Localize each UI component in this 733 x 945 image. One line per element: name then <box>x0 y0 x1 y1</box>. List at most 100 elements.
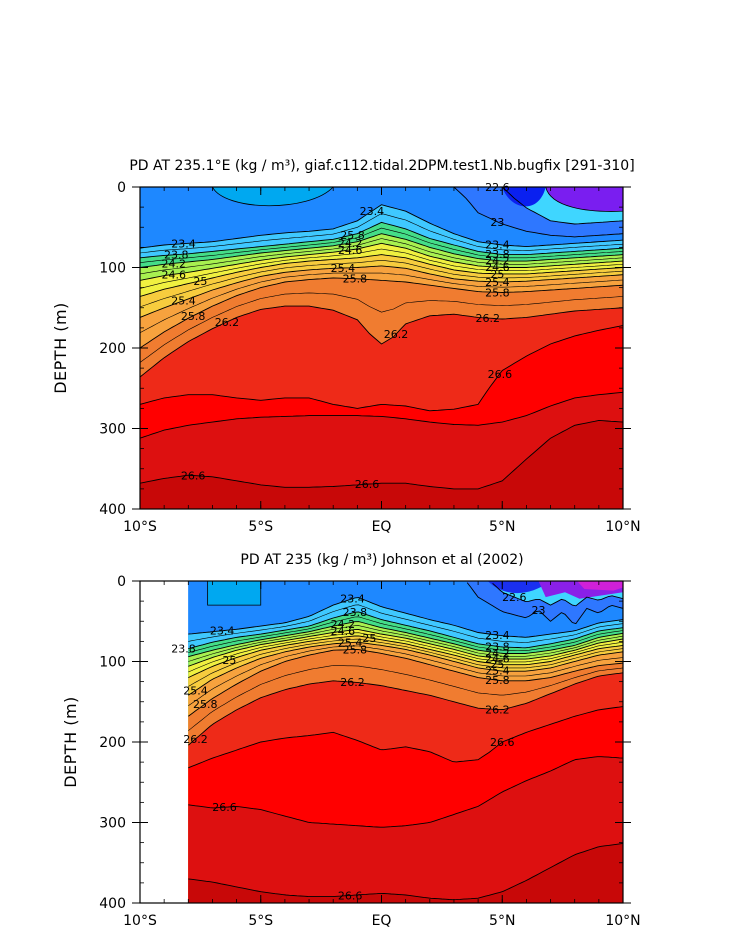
bot-contour-minor-2 <box>188 604 623 643</box>
top-x-tick-label: 10°S <box>123 519 157 535</box>
bot-contour-label: 23.8 <box>343 606 368 619</box>
bot-contour-line-26-2 <box>188 672 623 746</box>
top-y-tick-label: 0 <box>117 180 126 196</box>
bot-contour-minor-6 <box>188 638 623 687</box>
top-contour-label: 23.4 <box>360 205 385 218</box>
top-contour-label: 25.8 <box>343 273 368 286</box>
bottom-y-axis-label: DEPTH (m) <box>61 696 80 788</box>
bot-contour-minor-5 <box>188 632 623 673</box>
top-contour-line-26-2 <box>140 305 623 378</box>
bot-contour-label: 24.2 <box>331 618 356 631</box>
top-contour-lines <box>140 187 623 490</box>
top-contour-label: 25.4 <box>485 276 510 289</box>
top-contour-label: 24.2 <box>485 255 510 268</box>
bottom-contour-labels: 23.423.82525.425.826.226.623.423.824.224… <box>171 591 545 902</box>
top-contour-label: 26.2 <box>476 312 501 325</box>
top-contour-line-27 <box>140 391 623 439</box>
bottom-contour-lines <box>188 582 623 901</box>
top-contour-label: 26.2 <box>215 316 240 329</box>
top-y-tick-label: 300 <box>99 422 126 438</box>
bot-contour-label: 25 <box>490 658 504 671</box>
top-contour-label: 25.8 <box>340 229 365 242</box>
top-plot-area <box>140 187 623 509</box>
bot-contour-line-27 <box>188 756 623 828</box>
top-title: PD AT 235.1°E (kg / m³), giaf.c112.tidal… <box>129 158 634 174</box>
bot-contour-label: 25.4 <box>338 637 363 650</box>
bot-fill-band-27-4 <box>188 843 623 903</box>
top-contour-label: 23.8 <box>164 249 189 262</box>
bot-contour-line-23 <box>466 582 623 625</box>
top-contour-line-22-6 <box>501 187 623 225</box>
top-contour-minor-2 <box>140 213 623 254</box>
top-contour-label: 23.4 <box>485 238 510 251</box>
top-surface-deepblue <box>502 187 546 207</box>
bot-contour-minor-4 <box>188 625 623 662</box>
bot-contour-line-24-2 <box>188 621 623 658</box>
bot-y-tick-label: 100 <box>99 655 126 671</box>
bot-y-tick-label: 0 <box>117 574 126 590</box>
top-contour-line-24-2 <box>140 233 623 268</box>
top-contour-line-25 <box>140 254 623 297</box>
bot-contour-line-23-4 <box>188 597 623 638</box>
bot-contour-line-25 <box>188 635 623 679</box>
bottom-surface-deepblue <box>487 581 551 594</box>
bot-contour-label: 22.6 <box>502 591 527 604</box>
bot-contour-line-27-4 <box>188 842 623 901</box>
top-contour-label: 24.2 <box>338 237 363 250</box>
top-contour-minor-4 <box>140 238 623 275</box>
bot-contour-minor-8 <box>188 665 623 731</box>
bottom-filled-contours <box>188 581 623 903</box>
bottom-axes: 10°S 5°S EQ 5°N 10°N 0 100 200 300 400 <box>99 574 640 929</box>
bot-contour-label: 25.8 <box>343 644 368 657</box>
bot-y-tick-label: 300 <box>99 816 126 832</box>
bot-contour-label: 25.4 <box>183 684 208 697</box>
bottom-plot-area <box>188 581 623 903</box>
top-contour-label: 25 <box>490 268 504 281</box>
top-contour-minor-6 <box>140 259 623 308</box>
bot-contour-label: 23.4 <box>485 629 510 642</box>
top-surface-pool <box>212 187 334 207</box>
top-fill-band-27-4 <box>140 420 623 509</box>
bot-contour-line-25-4 <box>188 641 623 696</box>
top-contour-label: 25.8 <box>485 286 510 299</box>
bot-contour-line-24-6 <box>188 629 623 667</box>
top-x-tick-label: 5°N <box>489 519 515 535</box>
top-contour-label: 23 <box>490 216 504 229</box>
bot-contour-label: 26.6 <box>490 736 515 749</box>
bottom-surface-magenta <box>577 581 623 591</box>
bot-fill-band-27 <box>188 756 623 903</box>
bot-contour-label: 23.8 <box>485 640 510 653</box>
bot-contour-line-22-6 <box>492 582 623 607</box>
bot-contour-label: 26.6 <box>338 889 363 902</box>
top-x-tick-label: EQ <box>372 519 392 535</box>
bot-contour-label: 23.4 <box>210 625 235 638</box>
bot-contour-label: 25 <box>362 632 376 645</box>
top-contour-minor-8 <box>140 292 623 363</box>
top-contour-label: 24.6 <box>485 261 510 274</box>
bottom-panel: PD AT 235 (kg / m³) Johnson et al (2002)… <box>61 552 641 929</box>
bot-contour-label: 23.8 <box>171 643 196 656</box>
top-axes: 10°S 5°S EQ 5°N 10°N 0 100 200 300 400 <box>99 180 640 535</box>
bot-contour-label: 25.8 <box>485 674 510 687</box>
top-contour-minor-7 <box>140 272 623 333</box>
top-contour-label: 25.4 <box>171 295 196 308</box>
top-contour-minor-5 <box>140 248 623 289</box>
top-y-axis-label: DEPTH (m) <box>51 302 70 394</box>
top-fill-band-27 <box>140 392 623 509</box>
top-contour-label: 23.4 <box>171 238 196 251</box>
bot-x-tick-label: 5°N <box>489 913 515 929</box>
top-x-tick-label: 10°N <box>605 519 640 535</box>
top-contour-label: 24.6 <box>162 268 187 281</box>
top-y-tick-label: 100 <box>99 261 126 277</box>
bot-contour-label: 26.6 <box>212 801 237 814</box>
bot-contour-label: 24.2 <box>485 647 510 660</box>
bot-contour-label: 23 <box>531 604 545 617</box>
bot-contour-label: 25.8 <box>193 698 218 711</box>
bot-contour-line-25-8 <box>188 649 623 717</box>
top-contour-line-27-4 <box>140 419 623 490</box>
top-contour-minor-3 <box>140 227 623 263</box>
bot-contour-label: 25.4 <box>485 665 510 678</box>
top-contour-label: 26.6 <box>181 470 206 483</box>
top-contour-label: 26.6 <box>488 368 513 381</box>
